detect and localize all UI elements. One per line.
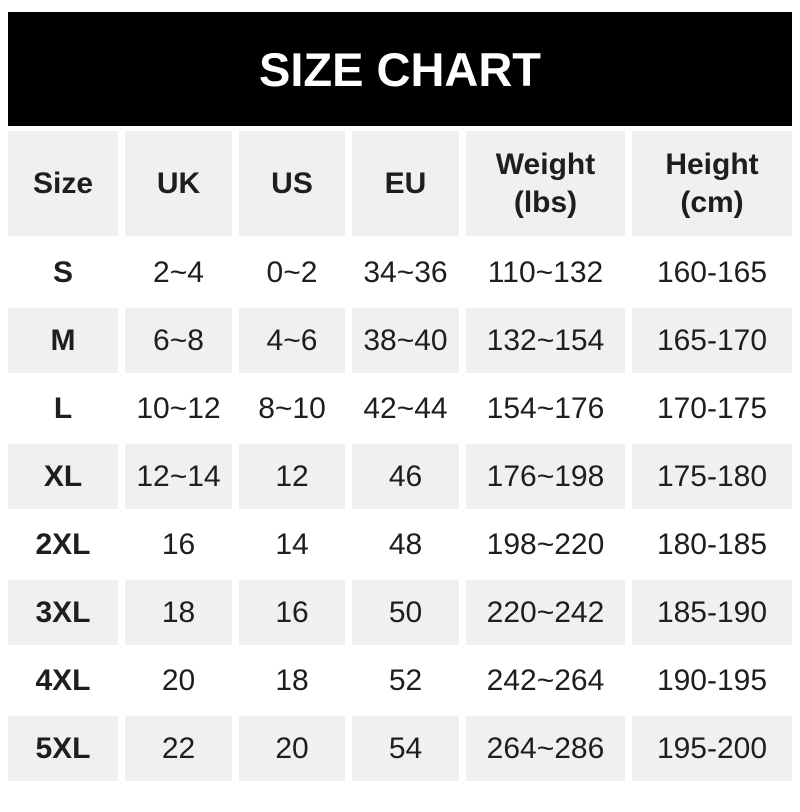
- eu-cell: 46: [352, 444, 459, 509]
- eu-cell: 50: [352, 580, 459, 645]
- height-cell: 160-165: [632, 240, 792, 305]
- column-header-size: Size: [8, 131, 118, 236]
- weight-cell: 110~132: [466, 240, 625, 305]
- table-row-3xl: 3XL 18 16 50 220~242 185-190: [8, 580, 792, 645]
- column-header-label: UK: [156, 166, 201, 200]
- page-title: SIZE CHART: [259, 42, 541, 96]
- size-label-cell: 4XL: [8, 648, 118, 713]
- column-header-uk: UK: [125, 131, 232, 236]
- us-cell: 20: [239, 716, 345, 781]
- weight-cell: 198~220: [466, 512, 625, 577]
- eu-cell: 54: [352, 716, 459, 781]
- uk-cell: 2~4: [125, 240, 232, 305]
- us-cell: 4~6: [239, 308, 345, 373]
- us-cell: 0~2: [239, 240, 345, 305]
- height-cell: 175-180: [632, 444, 792, 509]
- us-cell: 18: [239, 648, 345, 713]
- table-row-5xl: 5XL 22 20 54 264~286 195-200: [8, 716, 792, 781]
- size-label-cell: XL: [8, 444, 118, 509]
- column-header-label: Size: [32, 166, 94, 200]
- size-label-cell: 2XL: [8, 512, 118, 577]
- size-chart-banner: SIZE CHART: [8, 12, 792, 126]
- height-cell: 165-170: [632, 308, 792, 373]
- eu-cell: 52: [352, 648, 459, 713]
- table-row-l: L 10~12 8~10 42~44 154~176 170-175: [8, 376, 792, 441]
- size-chart-table: Size UK US EU Weight (lbs) Height (cm) S 2…: [8, 131, 792, 781]
- size-label-cell: M: [8, 308, 118, 373]
- table-body: S 2~4 0~2 34~36 110~132 160-165 M 6~8 4~…: [8, 240, 792, 781]
- table-row-xl: XL 12~14 12 46 176~198 175-180: [8, 444, 792, 509]
- size-label-cell: 5XL: [8, 716, 118, 781]
- uk-cell: 16: [125, 512, 232, 577]
- weight-cell: 132~154: [466, 308, 625, 373]
- weight-cell: 154~176: [466, 376, 625, 441]
- eu-cell: 34~36: [352, 240, 459, 305]
- uk-cell: 20: [125, 648, 232, 713]
- uk-cell: 12~14: [125, 444, 232, 509]
- size-label-cell: L: [8, 376, 118, 441]
- table-row-4xl: 4XL 20 18 52 242~264 190-195: [8, 648, 792, 713]
- uk-cell: 10~12: [125, 376, 232, 441]
- weight-cell: 264~286: [466, 716, 625, 781]
- eu-cell: 38~40: [352, 308, 459, 373]
- height-cell: 195-200: [632, 716, 792, 781]
- uk-cell: 18: [125, 580, 232, 645]
- weight-cell: 176~198: [466, 444, 625, 509]
- height-cell: 185-190: [632, 580, 792, 645]
- uk-cell: 6~8: [125, 308, 232, 373]
- us-cell: 8~10: [239, 376, 345, 441]
- uk-cell: 22: [125, 716, 232, 781]
- column-header-label: EU: [384, 166, 427, 200]
- column-header-height: Height (cm): [632, 131, 792, 236]
- eu-cell: 42~44: [352, 376, 459, 441]
- height-cell: 180-185: [632, 512, 792, 577]
- table-row-m: M 6~8 4~6 38~40 132~154 165-170: [8, 308, 792, 373]
- height-cell: 170-175: [632, 376, 792, 441]
- us-cell: 12: [239, 444, 345, 509]
- table-header-row: Size UK US EU Weight (lbs) Height (cm): [8, 131, 792, 236]
- size-label-cell: 3XL: [8, 580, 118, 645]
- size-chart-page: SIZE CHART Size UK US EU Weight (lbs) Hei…: [0, 12, 800, 812]
- weight-cell: 242~264: [466, 648, 625, 713]
- height-cell: 190-195: [632, 648, 792, 713]
- size-label-cell: S: [8, 240, 118, 305]
- column-header-label-line2: (cm): [680, 185, 744, 219]
- column-header-label: US: [271, 166, 313, 200]
- column-header-weight: Weight (lbs): [466, 131, 625, 236]
- us-cell: 14: [239, 512, 345, 577]
- column-header-eu: EU: [352, 131, 459, 236]
- column-header-label: Weight: [495, 147, 596, 181]
- us-cell: 16: [239, 580, 345, 645]
- weight-cell: 220~242: [466, 580, 625, 645]
- column-header-us: US: [239, 131, 345, 236]
- table-row-2xl: 2XL 16 14 48 198~220 180-185: [8, 512, 792, 577]
- table-row-s: S 2~4 0~2 34~36 110~132 160-165: [8, 240, 792, 305]
- column-header-label: Height: [665, 147, 759, 181]
- column-header-label-line2: (lbs): [513, 185, 578, 219]
- eu-cell: 48: [352, 512, 459, 577]
